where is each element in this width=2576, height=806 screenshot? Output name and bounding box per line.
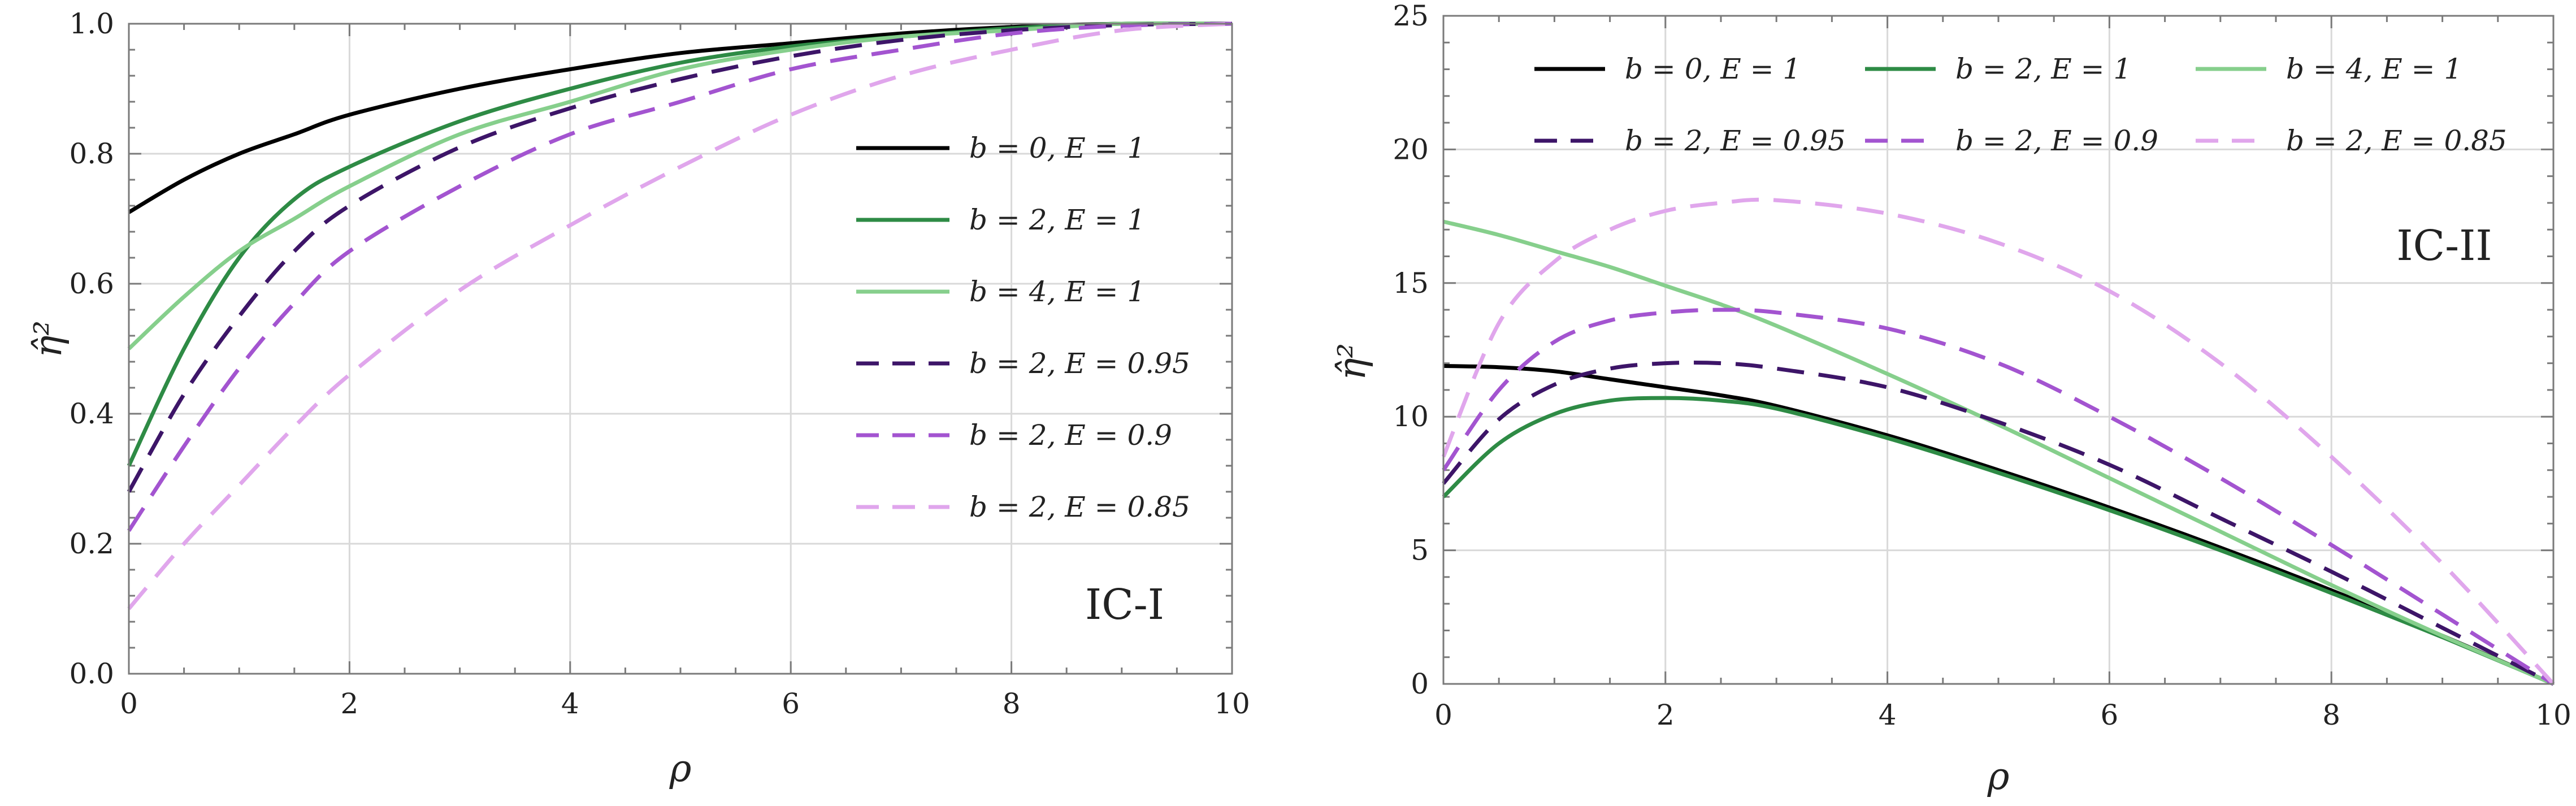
series-line-2	[127, 21, 1233, 467]
y-tick-label: 0	[1411, 668, 1429, 700]
y-axis-label: η̂²	[27, 320, 70, 358]
legend: b = 0, E = 1 b = 2, E = 1 b = 4, E = 1 b = …	[1534, 53, 2507, 157]
series-line-4	[127, 21, 1233, 493]
y-tick-label: 0.6	[69, 267, 114, 300]
legend-label-2: b = 2, E = 1	[1955, 53, 2131, 85]
legend-label-5: b = 2, E = 0.9	[969, 419, 1172, 452]
y-tick-label: 25	[1393, 0, 1429, 32]
x-tick-label: 4	[561, 687, 579, 720]
legend-label-4: b = 2, E = 0.95	[1625, 124, 1846, 157]
x-tick-label: 10	[1214, 687, 1250, 720]
x-tick-label: 8	[1003, 687, 1021, 720]
legend-label-1: b = 0, E = 1	[969, 132, 1145, 164]
x-tick-label: 0	[120, 687, 138, 720]
x-tick-label: 6	[2100, 699, 2118, 731]
series-line-1	[128, 21, 1233, 214]
y-axis-label: η̂²	[1330, 343, 1374, 380]
legend: b = 0, E = 1 b = 2, E = 1 b = 4, E = 1 b = …	[856, 132, 1190, 523]
series-line-6	[127, 21, 1233, 610]
series-line-4	[1442, 360, 2555, 686]
legend-label-6: b = 2, E = 0.85	[2286, 124, 2507, 157]
x-tick-label: 4	[1879, 699, 1897, 731]
x-tick-label: 10	[2535, 699, 2571, 731]
legend-label-2: b = 2, E = 1	[969, 203, 1145, 236]
y-tick-label: 10	[1393, 400, 1429, 433]
series-line-2	[1442, 396, 2555, 686]
series-line-3	[1443, 219, 2555, 686]
y-tick-label: 15	[1393, 267, 1429, 300]
y-tick-label: 0.4	[69, 397, 114, 430]
x-tick-label: 2	[1656, 699, 1675, 731]
x-tick-label: 2	[340, 687, 358, 720]
x-tick-label: 8	[2322, 699, 2340, 731]
legend-label-3: b = 4, E = 1	[2286, 53, 2462, 85]
y-tick-label: 0.0	[69, 657, 114, 690]
panel-annotation: IC-II	[2396, 222, 2492, 270]
y-tick-label: 0.8	[69, 137, 114, 170]
x-axis-label: ρ	[669, 747, 692, 790]
left-chart-panel: 0 2 4 6 8 10 0.0 0.2 0.4 0.6 0.8 1.0 ρ η̂² IC-I b = 0, …	[27, 7, 1250, 790]
legend-label-3: b = 4, E = 1	[969, 275, 1145, 308]
y-tick-label: 5	[1411, 534, 1429, 567]
legend-label-6: b = 2, E = 0.85	[969, 491, 1190, 523]
legend-label-1: b = 0, E = 1	[1625, 53, 1801, 85]
series-line-6	[1441, 197, 2555, 686]
panel-annotation: IC-I	[1085, 580, 1164, 629]
y-tick-label: 1.0	[69, 7, 114, 40]
x-axis-label: ρ	[1987, 755, 2010, 798]
plot-frame	[128, 23, 1233, 675]
legend-label-4: b = 2, E = 0.95	[969, 347, 1190, 380]
y-tick-label: 0.2	[69, 527, 114, 560]
plot-frame	[1442, 15, 2555, 685]
series-line-1	[1443, 363, 2555, 686]
legend-label-5: b = 2, E = 0.9	[1955, 124, 2158, 157]
series-line-5	[1442, 307, 2555, 686]
series-line-5	[127, 21, 1233, 532]
x-tick-label: 0	[1434, 699, 1452, 731]
y-tick-label: 20	[1393, 133, 1429, 166]
x-tick-label: 6	[782, 687, 800, 720]
